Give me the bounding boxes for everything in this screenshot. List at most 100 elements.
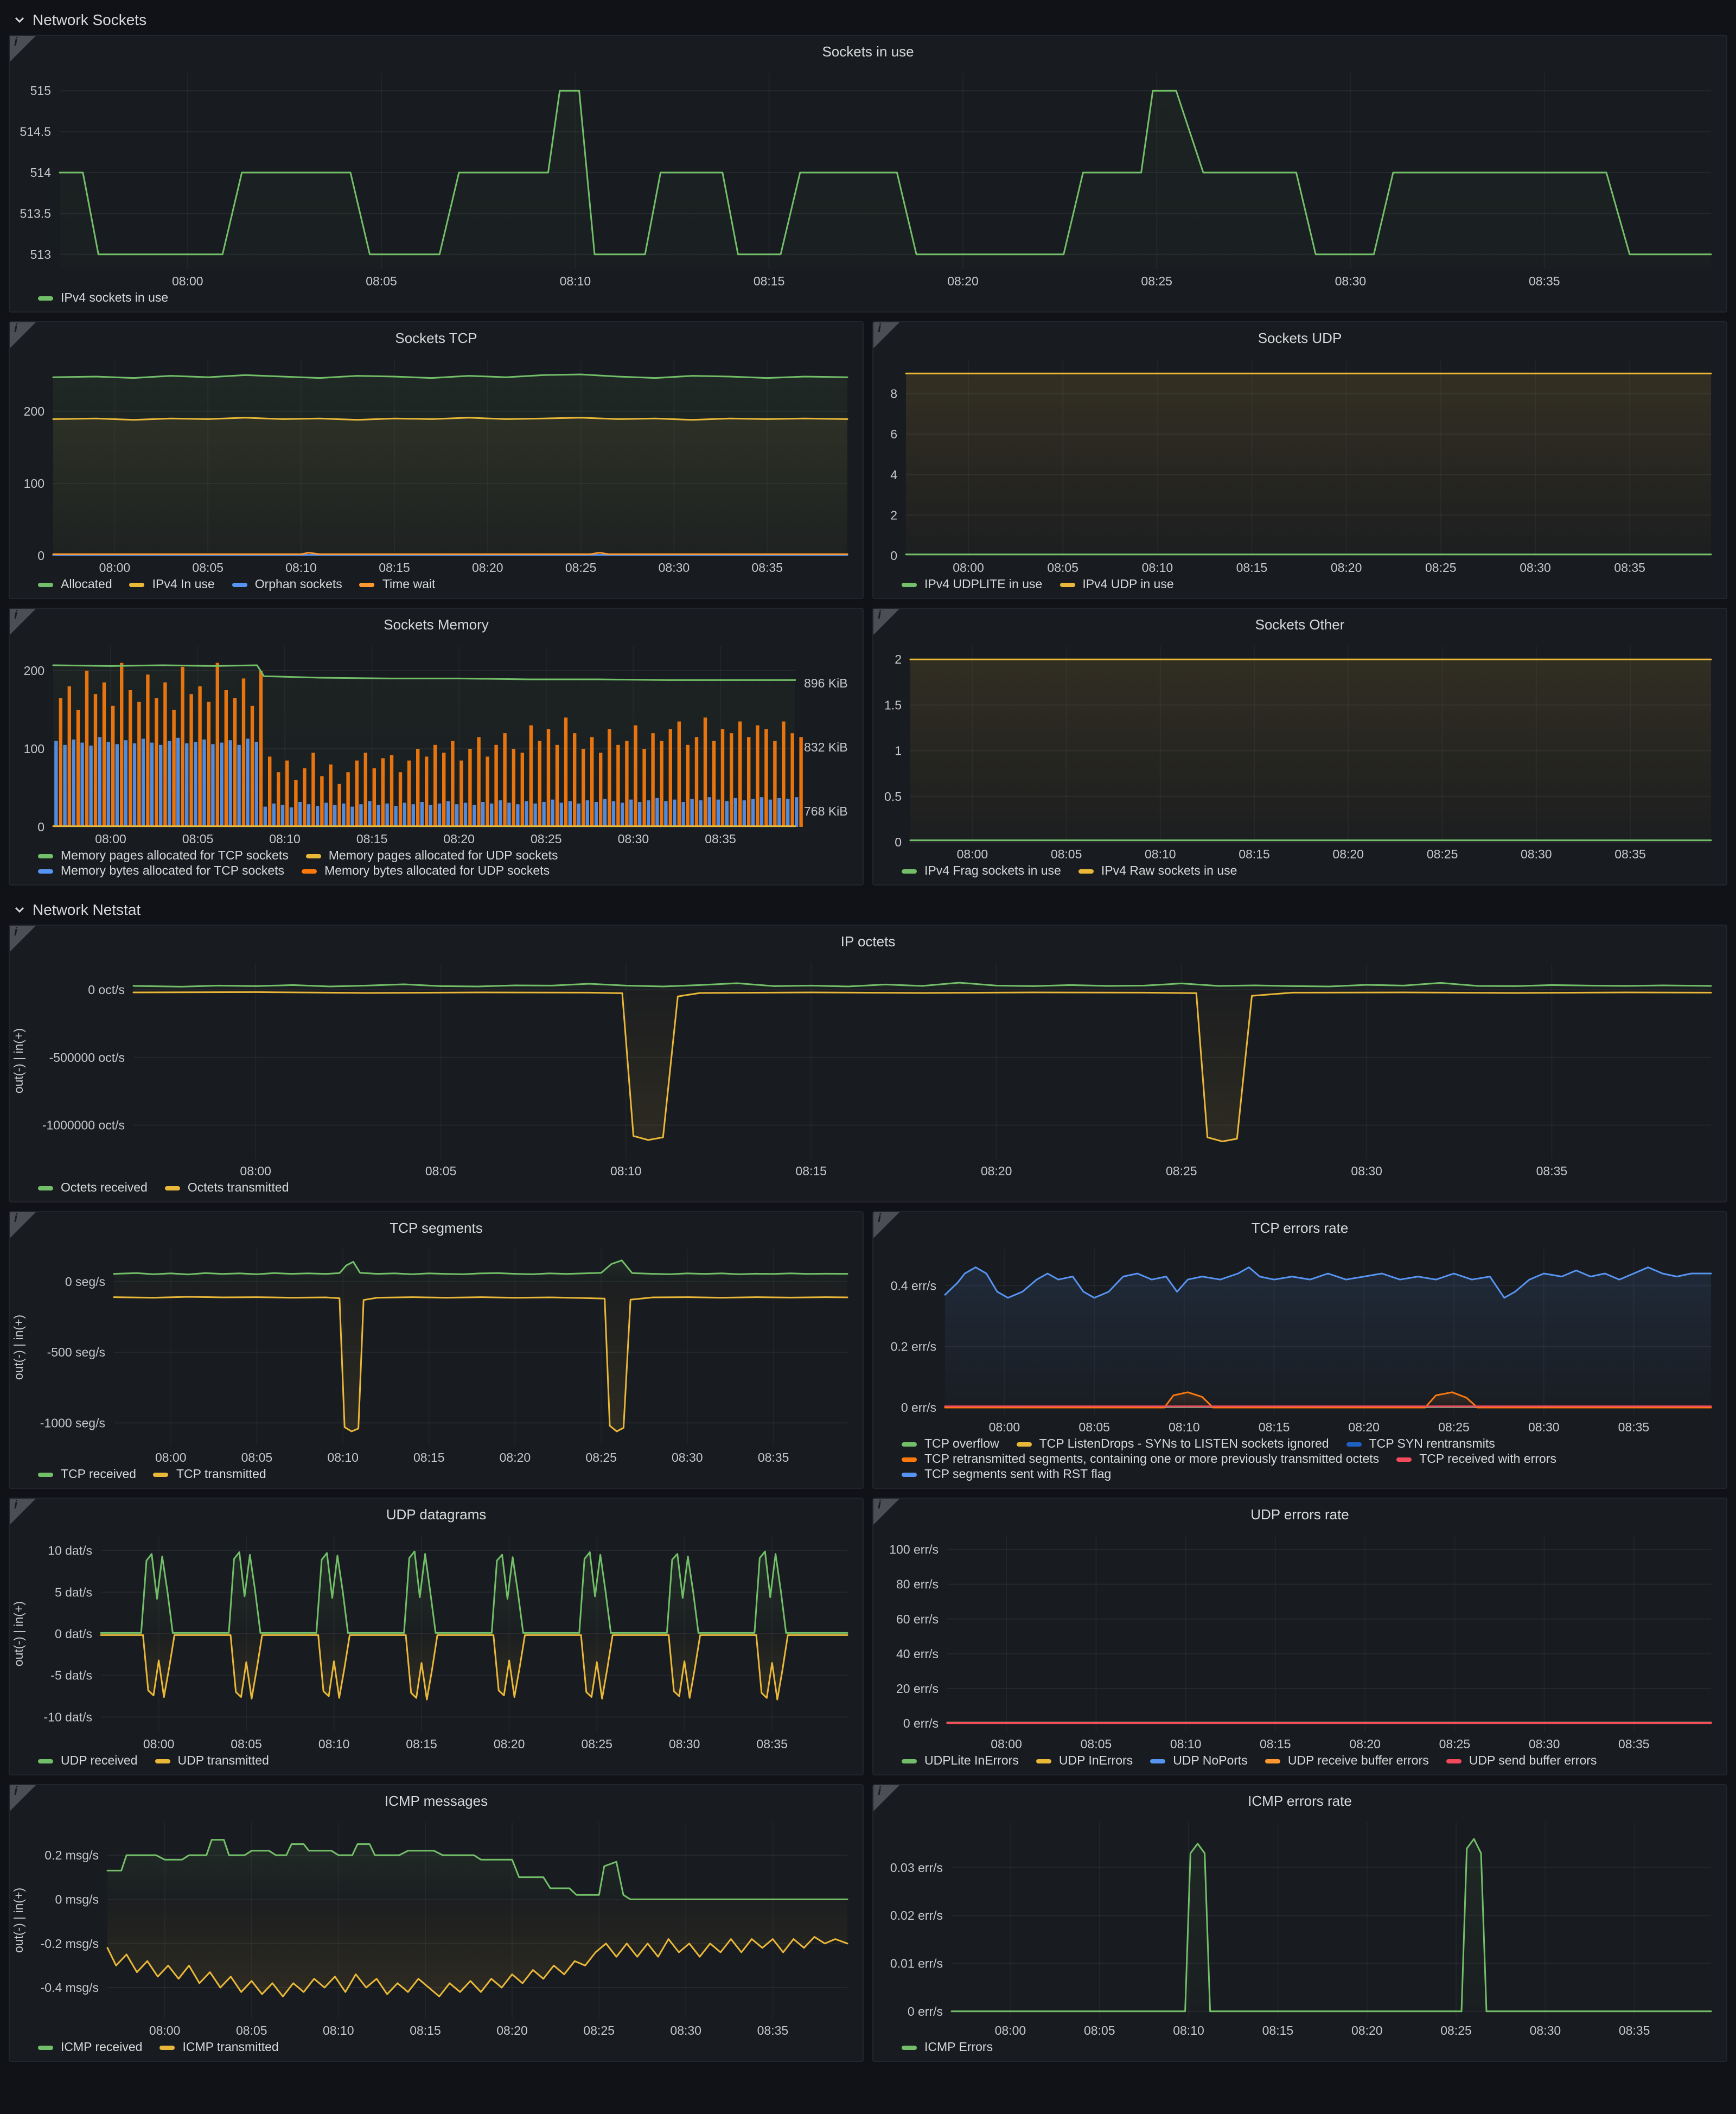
legend-item[interactable]: TCP ListenDrops - SYNs to LISTEN sockets… (1016, 1438, 1329, 1451)
svg-text:08:10: 08:10 (269, 832, 301, 846)
info-glyph: i (14, 926, 18, 939)
legend-item[interactable]: TCP transmitted (153, 1468, 266, 1481)
panel-title[interactable]: TCP errors rate (1251, 1220, 1349, 1236)
panel-info-icon[interactable]: i (10, 1785, 36, 1811)
legend-label: TCP retransmitted segments, containing o… (924, 1453, 1380, 1466)
svg-text:08:00: 08:00 (953, 561, 984, 575)
legend-item[interactable]: IPv4 UDPLITE in use (902, 578, 1042, 591)
chart-icmp-errors-rate[interactable]: 0 err/s 0.01 err/s 0.02 err/s 0.03 err/s 08:… (873, 1813, 1726, 2040)
panel-info-icon[interactable]: i (10, 36, 36, 62)
legend-item[interactable]: Time wait (359, 578, 435, 591)
chart-icmp-messages[interactable]: 0.2 msg/s 0 msg/s -0.2 msg/s -0.4 msg/s 08:0… (10, 1813, 863, 2040)
panel-info-icon[interactable]: i (873, 1499, 899, 1525)
panel-title[interactable]: Sockets Memory (384, 616, 489, 633)
legend-swatch (232, 583, 247, 587)
legend-item[interactable]: UDP NoPorts (1150, 1755, 1248, 1768)
legend-item[interactable]: Orphan sockets (232, 578, 342, 591)
legend-item[interactable]: IPv4 In use (129, 578, 215, 591)
legend-item[interactable]: TCP received with errors (1396, 1453, 1556, 1466)
info-glyph: i (14, 322, 18, 335)
panel-info-icon[interactable]: i (10, 609, 36, 635)
panel-title[interactable]: Sockets UDP (1258, 330, 1342, 346)
legend-item[interactable]: Memory pages allocated for TCP sockets (38, 850, 289, 863)
panel-info-icon[interactable]: i (10, 926, 36, 952)
chart-sockets-memory[interactable]: 0 100 200 768 KiB 832 KiB 896 KiB 08:00 08:05 08… (10, 637, 863, 849)
legend-item[interactable]: IPv4 UDP in use (1060, 578, 1174, 591)
panel-info-icon[interactable]: i (10, 1499, 36, 1525)
panel-title[interactable]: TCP segments (390, 1220, 483, 1236)
svg-text:0 dat/s: 0 dat/s (55, 1627, 92, 1641)
panel-info-icon[interactable]: i (873, 1212, 899, 1238)
panel-title[interactable]: IP octets (840, 933, 896, 950)
panel-icmp-messages: i ICMP messages 0.2 msg/s 0 msg/s -0.2 msg… (9, 1784, 864, 2062)
legend-item[interactable]: Memory pages allocated for UDP sockets (305, 850, 558, 863)
chart-udp-datagrams[interactable]: 10 dat/s 5 dat/s 0 dat/s -5 dat/s -10 dat/s 0… (10, 1527, 863, 1754)
panel-row: i UDP datagrams 10 dat/s 5 dat/s 0 dat/s -5… (9, 1498, 1727, 1775)
svg-text:08:15: 08:15 (1259, 1420, 1290, 1434)
legend-item[interactable]: UDPLite InErrors (902, 1755, 1019, 1768)
legend-item[interactable]: TCP SYN rentransmits (1346, 1438, 1495, 1451)
chart-canvas: 0 err/s 0.2 err/s 0.4 err/s 08:00 08:05 08:10… (891, 1249, 1712, 1434)
svg-text:768 KiB: 768 KiB (804, 804, 848, 818)
legend-tcp-errors-rate: TCP overflow TCP ListenDrops - SYNs to LI… (873, 1437, 1726, 1488)
legend-udp-errors-rate: UDPLite InErrors UDP InErrors UDP NoPorts U… (873, 1754, 1726, 1774)
svg-text:08:30: 08:30 (1351, 1164, 1382, 1178)
chart-ip-octets[interactable]: 0 oct/s -500000 oct/s -1000000 oct/s 08:00 0… (10, 954, 1726, 1181)
panel-info-icon[interactable]: i (10, 322, 36, 348)
legend-item[interactable]: TCP segments sent with RST flag (902, 1468, 1111, 1481)
legend-item[interactable]: Memory bytes allocated for UDP sockets (302, 865, 550, 878)
panel-title[interactable]: Sockets TCP (395, 330, 477, 346)
svg-text:08:35: 08:35 (756, 1737, 788, 1751)
panel-info-icon[interactable]: i (873, 609, 899, 635)
legend-item[interactable]: ICMP received (38, 2041, 142, 2054)
legend-item[interactable]: UDP receive buffer errors (1265, 1755, 1429, 1768)
legend-swatch (1016, 1442, 1032, 1447)
row-header-network-sockets[interactable]: Network Sockets (9, 4, 1727, 35)
panel-title[interactable]: Sockets in use (822, 43, 914, 60)
panel-title[interactable]: ICMP errors rate (1248, 1793, 1352, 1809)
svg-text:08:35: 08:35 (1619, 2023, 1650, 2037)
chart-tcp-segments[interactable]: 0 seg/s -500 seg/s -1000 seg/s 08:00 08:05 08… (10, 1240, 863, 1467)
svg-text:0: 0 (895, 835, 902, 849)
panel-title[interactable]: UDP errors rate (1250, 1506, 1349, 1523)
panel-info-icon[interactable]: i (873, 1785, 899, 1811)
panel-info-icon[interactable]: i (10, 1212, 36, 1238)
legend-item[interactable]: TCP received (38, 1468, 136, 1481)
legend-row: Allocated IPv4 In use Orphan sockets Time w… (38, 578, 854, 591)
chart-tcp-errors-rate[interactable]: 0 err/s 0.2 err/s 0.4 err/s 08:00 08:05 08:10… (873, 1240, 1726, 1437)
legend-swatch (153, 1473, 169, 1477)
panel-info-icon[interactable]: i (873, 322, 899, 348)
legend-item[interactable]: Memory bytes allocated for TCP sockets (38, 865, 284, 878)
legend-swatch (38, 1473, 53, 1477)
svg-text:08:20: 08:20 (1332, 847, 1364, 861)
panel-icmp-errors-rate: i ICMP errors rate 0 err/s 0.01 err/s 0.02… (872, 1784, 1727, 2062)
legend-swatch (902, 2046, 917, 2050)
legend-item[interactable]: IPv4 Raw sockets in use (1078, 865, 1237, 878)
legend-item[interactable]: UDP send buffer errors (1446, 1755, 1597, 1768)
legend-item[interactable]: ICMP Errors (902, 2041, 993, 2054)
row-header-network-netstat[interactable]: Network Netstat (9, 894, 1727, 925)
chart-sockets-udp[interactable]: 0 2 4 6 8 08:00 08:05 08:10 08:15 08:20 08:25 08:30… (873, 351, 1726, 577)
legend-label: Octets received (61, 1182, 148, 1195)
svg-text:08:30: 08:30 (1521, 847, 1552, 861)
legend-item[interactable]: UDP received (38, 1755, 138, 1768)
legend-item[interactable]: Octets received (38, 1182, 148, 1195)
panel-title[interactable]: UDP datagrams (386, 1506, 487, 1523)
legend-item[interactable]: TCP overflow (902, 1438, 999, 1451)
legend-item[interactable]: IPv4 Frag sockets in use (902, 865, 1061, 878)
chart-sockets-other[interactable]: 0 0.5 1 1.5 2 08:00 08:05 08:10 08:15 08:20 08:25 0… (873, 637, 1726, 864)
chart-sockets-tcp[interactable]: 0 100 200 08:00 08:05 08:10 08:15 08:20 08:25 08:… (10, 351, 863, 577)
chart-sockets-in-use[interactable]: 513 513.5 514 514.5 515 08:00 08:05 08:10 08:15 0… (10, 64, 1726, 291)
legend-item[interactable]: UDP transmitted (155, 1755, 269, 1768)
panel-title[interactable]: ICMP messages (384, 1793, 488, 1809)
legend-item[interactable]: Octets transmitted (164, 1182, 289, 1195)
legend-item[interactable]: Allocated (38, 578, 112, 591)
legend-item[interactable]: ICMP transmitted (159, 2041, 279, 2054)
legend-item[interactable]: IPv4 sockets in use (38, 292, 168, 305)
legend-item[interactable]: TCP retransmitted segments, containing o… (902, 1453, 1379, 1466)
chart-udp-errors-rate[interactable]: 0 err/s 20 err/s 40 err/s 60 err/s 80 err/s 1… (873, 1527, 1726, 1754)
legend-label: IPv4 Raw sockets in use (1101, 865, 1237, 878)
svg-text:896 KiB: 896 KiB (804, 676, 848, 690)
legend-item[interactable]: UDP InErrors (1036, 1755, 1133, 1768)
panel-title[interactable]: Sockets Other (1255, 616, 1345, 633)
